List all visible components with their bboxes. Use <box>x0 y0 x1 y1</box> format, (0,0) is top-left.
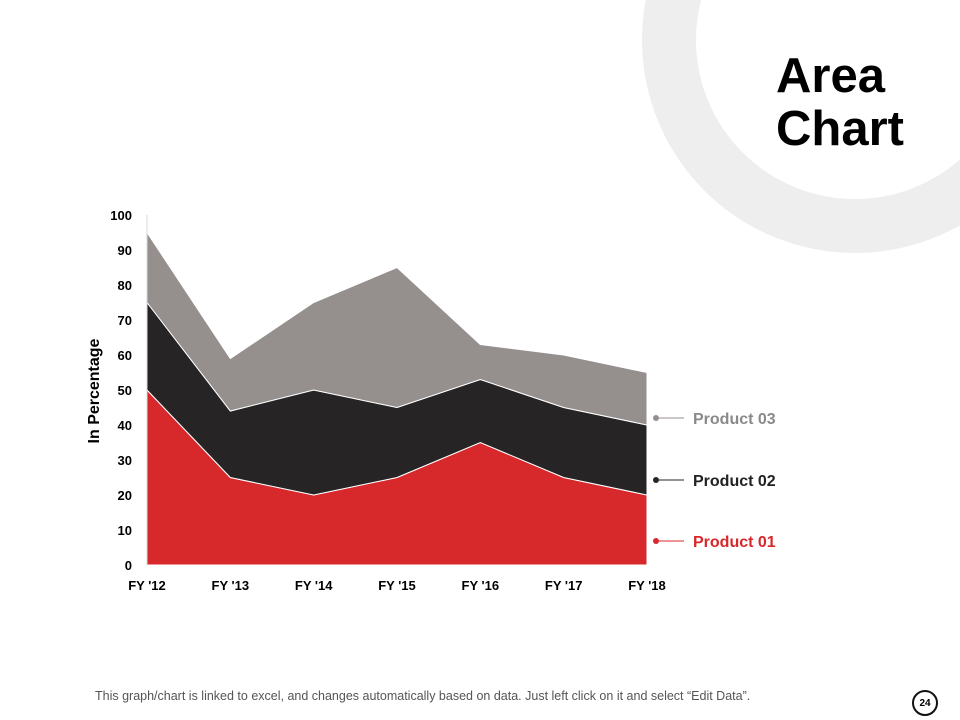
slide-title-line1: Area <box>776 49 885 103</box>
legend-marker <box>653 415 659 421</box>
legend-item-1: Product 01 <box>653 534 776 551</box>
legend-marker <box>653 477 659 483</box>
x-tick-label: FY '16 <box>462 578 500 593</box>
y-tick-label: 90 <box>118 243 132 258</box>
legend-item-3: Product 03 <box>653 411 776 428</box>
legend-label: Product 01 <box>693 534 776 551</box>
legend-marker <box>653 538 659 544</box>
x-tick-label: FY '13 <box>212 578 250 593</box>
y-tick-labels: 0 10 20 30 40 50 60 70 80 90 100 <box>110 208 132 573</box>
y-tick-label: 70 <box>118 313 132 328</box>
slide-title: Area Chart <box>776 50 904 156</box>
y-tick-label: 10 <box>118 523 132 538</box>
x-tick-label: FY '18 <box>628 578 666 593</box>
x-tick-label: FY '12 <box>128 578 166 593</box>
y-tick-label: 100 <box>110 208 132 223</box>
y-axis-label: In Percentage <box>86 338 103 443</box>
y-tick-label: 40 <box>118 418 132 433</box>
footer-note: This graph/chart is linked to excel, and… <box>95 689 751 703</box>
page-number-badge: 24 <box>912 690 938 716</box>
y-tick-label: 0 <box>125 558 132 573</box>
x-tick-label: FY '17 <box>545 578 583 593</box>
area-series-3 <box>146 230 648 426</box>
x-tick-label: FY '14 <box>295 578 333 593</box>
y-tick-label: 30 <box>118 453 132 468</box>
x-tick-labels: FY '12 FY '13 FY '14 FY '15 FY '16 FY '17 FY '… <box>128 578 666 593</box>
y-tick-label: 50 <box>118 383 132 398</box>
y-tick-label: 60 <box>118 348 132 363</box>
legend: Product 01 Product 02 Product 03 <box>653 411 776 551</box>
legend-item-2: Product 02 <box>653 473 776 490</box>
slide-title-line2: Chart <box>776 102 904 156</box>
legend-label: Product 03 <box>693 411 776 428</box>
legend-label: Product 02 <box>693 473 776 490</box>
chart-areas <box>146 230 648 566</box>
y-tick-label: 80 <box>118 278 132 293</box>
decorative-ring-arc <box>642 0 960 253</box>
y-tick-label: 20 <box>118 488 132 503</box>
x-tick-label: FY '15 <box>378 578 416 593</box>
